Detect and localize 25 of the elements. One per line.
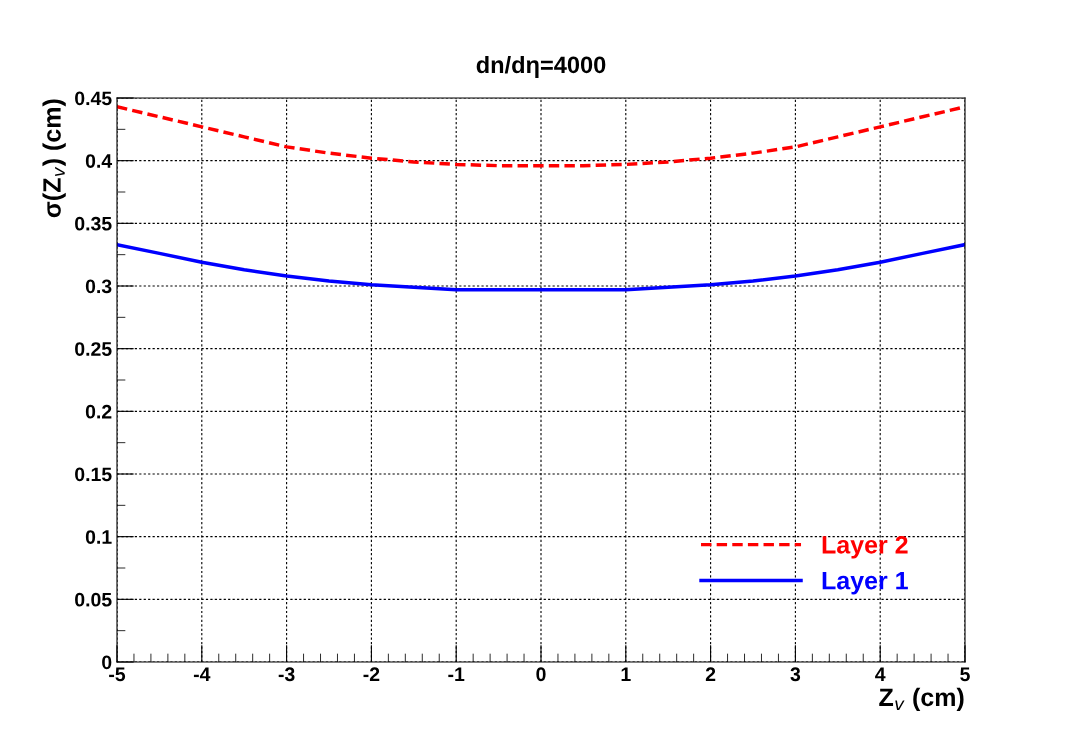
line-series [117,242,965,292]
y-axis-title: σ(Z$_{v}$) (cm) [42,99,66,218]
x-tick-label: -2 [363,667,380,681]
x-tick-label: -4 [193,667,211,681]
x-tick-label: 4 [875,667,886,681]
x-tick-label: -3 [278,667,295,682]
y-tick-label: 0.35 [75,216,112,231]
y-tick-label: 0.45 [75,91,112,106]
y-tick-label: 0.3 [85,279,112,294]
x-axis-title: Z$_{v}$ (cm) [879,687,964,712]
y-tick-label: 0.25 [75,342,112,356]
y-tick-label: 0.2 [85,404,112,419]
y-tick-label: 0.15 [75,467,112,482]
y-tick-label: 0.4 [85,154,113,168]
chart-title: dn/dη=4000 [476,55,606,78]
legend-label: Layer 2 [822,535,908,559]
x-tick-label: 5 [960,667,970,682]
x-tick-label: 2 [705,667,716,681]
x-tick-label: 1 [621,667,631,681]
x-tick-label: 3 [790,667,801,682]
x-tick-label: -1 [448,667,465,681]
y-tick-label: 0.1 [85,530,112,544]
legend-label: Layer 1 [822,571,908,595]
x-tick-label: 0 [536,667,546,682]
y-tick-label: 0.05 [75,592,112,607]
